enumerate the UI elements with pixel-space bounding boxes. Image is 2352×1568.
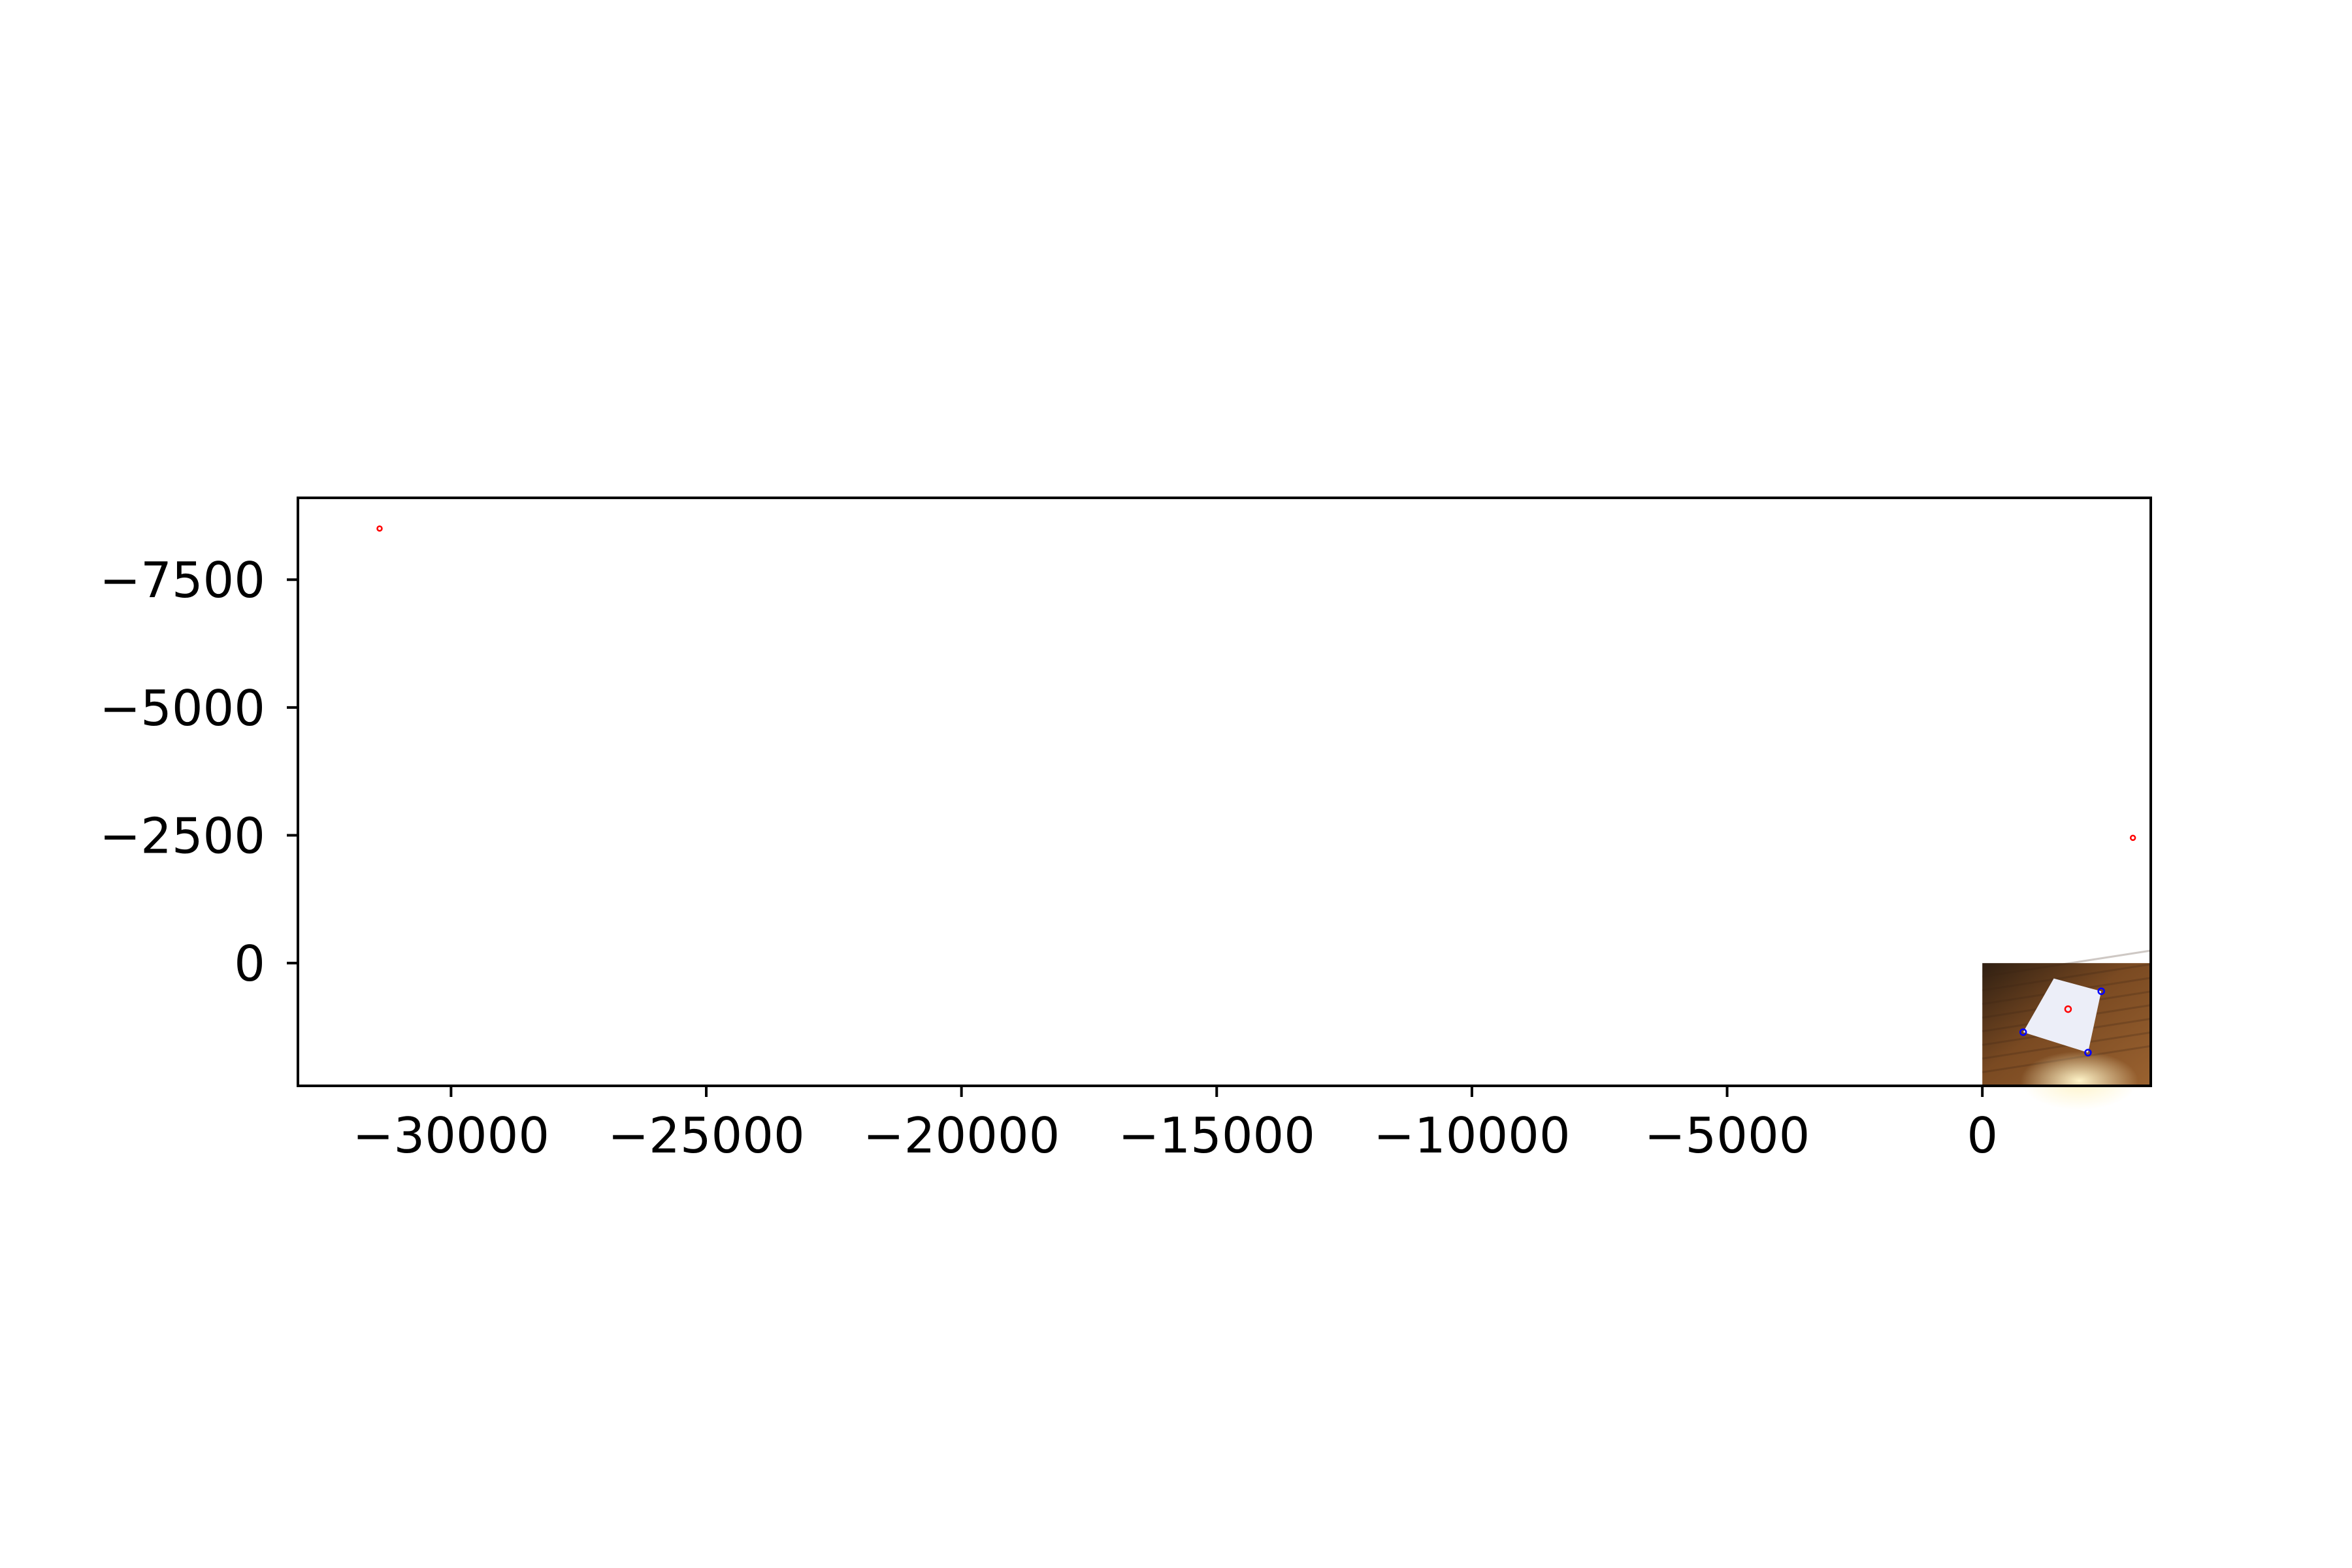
wood-grain: [1982, 963, 2151, 992]
y-axis: −7500 −5000 −2500 0: [99, 551, 298, 992]
x-axis: −30000 −25000 −20000 −15000 −10000 −5000 0: [353, 1086, 1998, 1164]
data-point-0-0: [376, 525, 383, 532]
axes-frame: [297, 497, 2152, 1087]
x-tick-label: −30000: [353, 1107, 549, 1164]
x-tick-label: −5000: [1644, 1107, 1810, 1164]
data-point-1-0: [2097, 987, 2105, 995]
data-point-1-1: [2019, 1028, 2027, 1036]
data-point-0-2: [2064, 1005, 2072, 1013]
background-photo: [1982, 949, 2151, 1111]
data-point-0-1: [2129, 834, 2136, 841]
data-point-1-2: [2084, 1049, 2092, 1056]
y-tick-label: −5000: [99, 679, 265, 737]
paper-sheet: [2023, 978, 2102, 1053]
x-tick-label: −25000: [608, 1107, 804, 1164]
x-tick-label: −15000: [1119, 1107, 1315, 1164]
x-tick-label: −10000: [1373, 1107, 1570, 1164]
data-points: [376, 525, 2136, 1056]
wood-grain: [1982, 949, 2151, 978]
x-tick-label: −20000: [863, 1107, 1060, 1164]
y-tick-label: −2500: [99, 808, 265, 865]
y-tick-label: −7500: [99, 551, 265, 609]
lamp-glare: [2020, 1051, 2138, 1111]
x-tick-label: 0: [1967, 1107, 1998, 1164]
y-tick-label: 0: [234, 935, 265, 992]
